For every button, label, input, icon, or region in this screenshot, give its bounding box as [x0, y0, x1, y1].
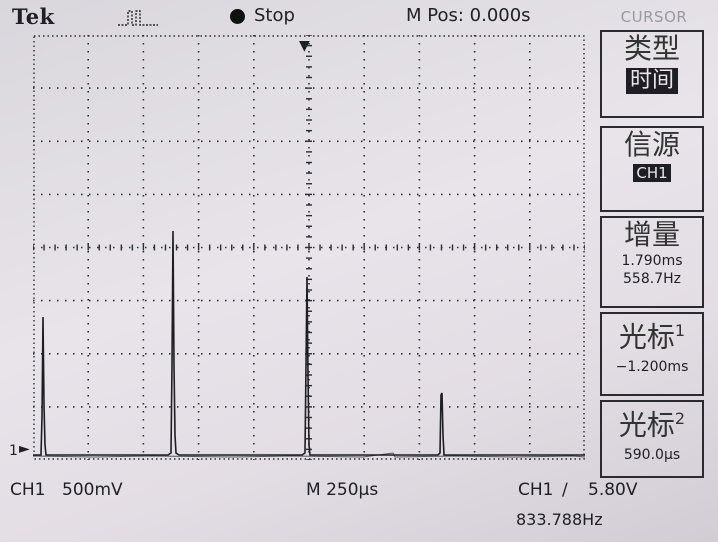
brand-logo: Tek [12, 4, 55, 29]
menu-delta-label: 增量 [623, 218, 680, 251]
pulse-icon [118, 10, 158, 26]
ground-marker: 1 [9, 443, 18, 459]
trigger-level: 5.80V [588, 480, 638, 500]
delta-time: 1.790ms [621, 253, 683, 269]
menu-title: CURSOR [620, 8, 688, 26]
cursor1-value: −1.200ms [615, 359, 689, 376]
channel-label: CH1 [10, 480, 46, 500]
cursor2-label: 光标 [618, 408, 675, 442]
menu-type-label: 类型 [623, 32, 680, 65]
stop-indicator-icon [230, 9, 245, 24]
trigger-position-marker: ▼ [299, 38, 310, 54]
run-state: Stop [254, 5, 295, 26]
menu-cursor1[interactable]: 光标1 −1.200ms [600, 312, 704, 396]
delta-frequency: 558.7Hz [623, 271, 681, 287]
volts-per-div: 500mV [62, 480, 123, 500]
menu-source-label: 信源 [623, 128, 680, 161]
waveform-trace [33, 230, 585, 456]
menu-type[interactable]: 类型 时间 [600, 30, 704, 118]
waveform-display: 1 ► [9, 35, 585, 460]
menu-source-value: CH1 [633, 164, 671, 182]
cursor2-value: 590.0µs [623, 447, 681, 464]
cursor1-label: 光标 [618, 320, 675, 354]
trigger-source: CH1 [518, 480, 554, 500]
menu-type-value: 时间 [625, 68, 678, 94]
graticule [33, 35, 585, 460]
cursor1-index: 1 [674, 321, 686, 340]
frequency-readout: 833.788Hz [516, 510, 603, 529]
trigger-slope-icon: ∕ [562, 480, 568, 500]
time-per-div: M 250µs [306, 480, 379, 500]
menu-cursor2[interactable]: 光标2 590.0µs [600, 400, 704, 478]
horizontal-position: M Pos: 0.000s [406, 5, 531, 26]
menu-source[interactable]: 信源 CH1 [600, 126, 704, 212]
menu-delta: 增量 1.790ms 558.7Hz [600, 216, 704, 308]
cursor-menu: 类型 时间 信源 CH1 增量 1.790ms 558.7Hz 光标1 −1.2… [600, 30, 708, 478]
cursor2-index: 2 [674, 409, 686, 428]
status-bar: Tek Stop M Pos: 0.000s CURSOR [0, 0, 718, 34]
ground-arrow-icon: ► [19, 441, 30, 457]
